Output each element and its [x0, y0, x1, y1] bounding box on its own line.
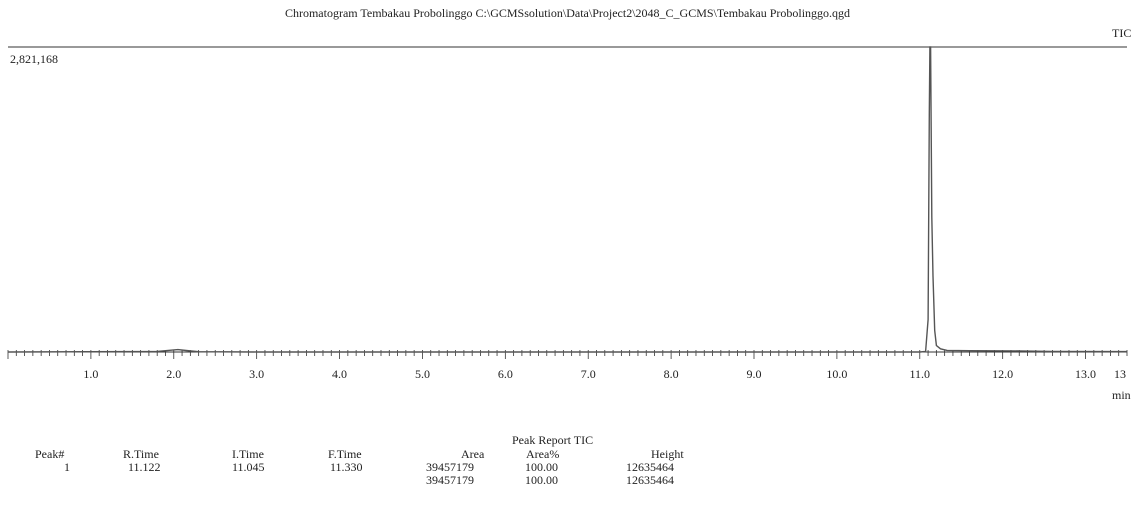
col-ftime: F.Time: [328, 447, 362, 461]
total-area-pct: 100.00: [525, 473, 558, 487]
x-tick-label: 5.0: [415, 367, 430, 381]
col-area-pct: Area%: [526, 447, 560, 461]
x-tick-labels: 1.0 2.0 3.0 4.0 5.0 6.0 7.0 8.0 9.0 10.0 11.0 12.0 1…: [83, 367, 1126, 381]
total-area: 39457179: [426, 473, 474, 487]
cell-peak: 1: [64, 460, 70, 474]
tic-trace: [7, 46, 1128, 353]
x-tick-label: 2.0: [166, 367, 181, 381]
x-tick-label: 4.0: [332, 367, 347, 381]
x-tick-label: 3.0: [249, 367, 264, 381]
x-axis-unit: min: [1112, 388, 1131, 402]
x-tick-label: 6.0: [498, 367, 513, 381]
col-peak: Peak#: [35, 447, 65, 461]
x-tick-label: 12.0: [992, 367, 1013, 381]
x-tick-label: 10.0: [826, 367, 847, 381]
col-itime: I.Time: [232, 447, 264, 461]
signal-label: TIC: [1112, 26, 1132, 40]
x-tick-label: 13: [1114, 367, 1126, 381]
peak-report-title: Peak Report TIC: [512, 433, 594, 447]
x-tick-label: 13.0: [1075, 367, 1096, 381]
x-tick-label: 9.0: [747, 367, 762, 381]
cell-height: 12635464: [626, 460, 674, 474]
y-max-label: 2,821,168: [10, 52, 58, 66]
cell-rtime: 11.122: [128, 460, 161, 474]
cell-itime: 11.045: [232, 460, 265, 474]
total-height: 12635464: [626, 473, 674, 487]
col-height: Height: [651, 447, 684, 461]
chart-title: Chromatogram Tembakau Probolinggo C:\GCM…: [284, 6, 851, 20]
x-tick-label: 8.0: [664, 367, 679, 381]
col-area: Area: [461, 447, 485, 461]
x-tick-label: 7.0: [581, 367, 596, 381]
x-tick-label: 11.0: [909, 367, 930, 381]
cell-area-pct: 100.00: [525, 460, 558, 474]
cell-ftime: 11.330: [330, 460, 363, 474]
col-rtime: R.Time: [123, 447, 159, 461]
x-tick-label: 1.0: [83, 367, 98, 381]
cell-area: 39457179: [426, 460, 474, 474]
